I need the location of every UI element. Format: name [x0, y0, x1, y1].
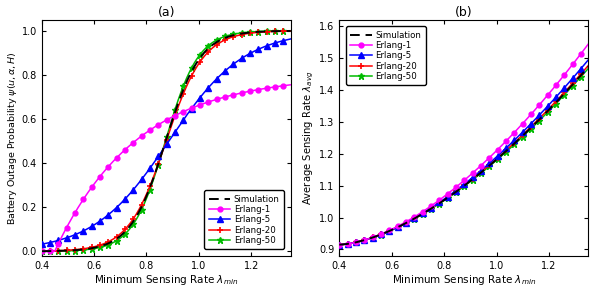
Title: (a): (a) [157, 6, 175, 18]
Y-axis label: Battery Outage Probability $\psi(u,\alpha,H)$: Battery Outage Probability $\psi(u,\alph… [5, 51, 18, 225]
Title: (b): (b) [455, 6, 473, 18]
Legend: Simulation, Erlang-1, Erlang-5, Erlang-20, Erlang-50: Simulation, Erlang-1, Erlang-5, Erlang-2… [346, 26, 425, 85]
Y-axis label: Average Sensing Rate $\lambda_{avg}$: Average Sensing Rate $\lambda_{avg}$ [302, 71, 316, 205]
X-axis label: Minimum Sensing Rate $\lambda_{min}$: Minimum Sensing Rate $\lambda_{min}$ [94, 273, 238, 287]
Legend: Simulation, Erlang-1, Erlang-5, Erlang-20, Erlang-50: Simulation, Erlang-1, Erlang-5, Erlang-2… [204, 190, 284, 249]
X-axis label: Minimum Sensing Rate $\lambda_{min}$: Minimum Sensing Rate $\lambda_{min}$ [391, 273, 536, 287]
